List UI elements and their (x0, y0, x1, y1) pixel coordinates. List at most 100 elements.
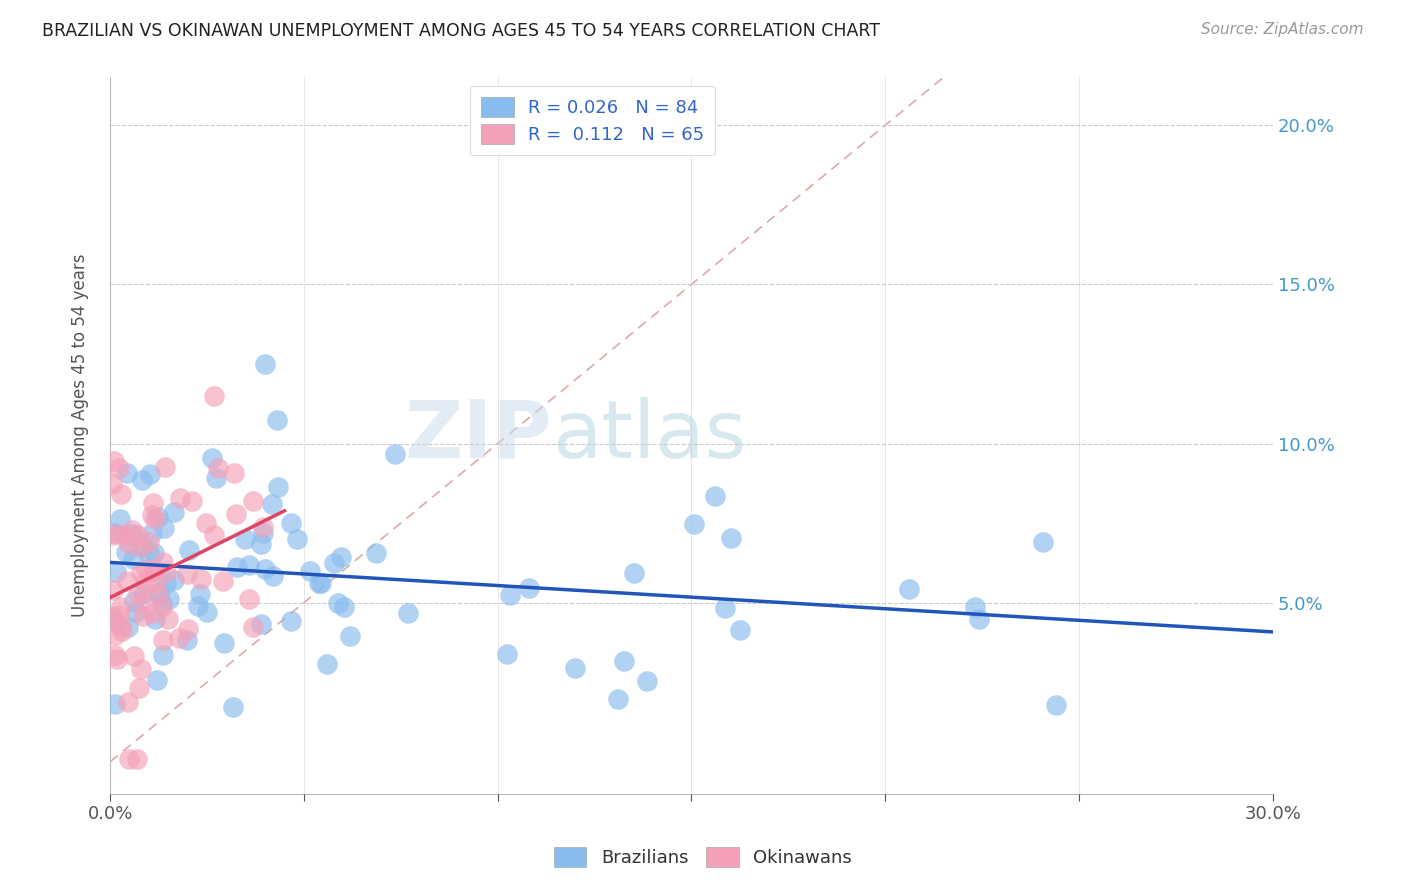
Point (212, 636, 235, 650)
Point (104, 698, 127, 712)
Point (152, 648, 174, 662)
Point (207, 461, 229, 475)
Point (266, 412, 288, 426)
Point (636, 673, 658, 688)
Point (250, 537, 273, 551)
Point (152, 555, 174, 569)
Point (682, 516, 704, 531)
Point (221, 699, 243, 714)
Point (143, 564, 166, 578)
Point (152, 633, 174, 648)
Point (179, 543, 201, 558)
Point (339, 629, 361, 643)
Point (150, 596, 173, 610)
Point (396, 606, 419, 620)
Point (134, 576, 156, 591)
Point (142, 563, 165, 577)
Point (132, 586, 155, 600)
Point (131, 566, 153, 581)
Point (188, 587, 211, 601)
Point (898, 582, 921, 597)
Point (118, 536, 141, 550)
Point (138, 534, 160, 549)
Point (238, 558, 260, 573)
Point (145, 575, 167, 590)
Point (141, 525, 163, 540)
Point (105, 652, 128, 666)
Point (163, 573, 186, 587)
Point (103, 525, 125, 540)
Point (254, 357, 277, 371)
Point (333, 600, 356, 615)
Point (110, 487, 132, 501)
Point (195, 605, 218, 619)
Point (190, 572, 212, 586)
Point (108, 461, 131, 475)
Point (153, 521, 176, 535)
Point (177, 622, 200, 636)
Point (623, 566, 645, 580)
Point (564, 661, 586, 675)
Point (104, 628, 127, 642)
Point (103, 454, 125, 468)
Point (117, 620, 139, 634)
Point (720, 531, 742, 545)
Point (132, 609, 155, 624)
Point (176, 632, 198, 647)
Point (260, 497, 283, 511)
Point (250, 616, 273, 631)
Point (135, 561, 157, 575)
Point (309, 575, 332, 590)
Point (125, 752, 148, 766)
Point (613, 654, 636, 668)
Point (104, 648, 127, 662)
Point (110, 599, 132, 614)
Point (1045, 698, 1067, 712)
Point (495, 647, 517, 661)
Point (201, 451, 224, 466)
Point (127, 527, 149, 541)
Point (131, 539, 153, 553)
Point (242, 494, 264, 508)
Point (108, 512, 131, 526)
Text: Source: ZipAtlas.com: Source: ZipAtlas.com (1201, 22, 1364, 37)
Point (138, 547, 160, 561)
Point (146, 587, 169, 601)
Point (607, 692, 630, 706)
Point (233, 532, 256, 546)
Point (252, 519, 274, 533)
Point (124, 648, 146, 663)
Point (280, 516, 302, 530)
Point (330, 550, 353, 565)
Point (101, 608, 124, 623)
Legend: R = 0.026   N = 84, R =  0.112   N = 65: R = 0.026 N = 84, R = 0.112 N = 65 (470, 87, 716, 155)
Point (115, 574, 138, 588)
Point (127, 587, 149, 601)
Text: BRAZILIAN VS OKINAWAN UNEMPLOYMENT AMONG AGES 45 TO 54 YEARS CORRELATION CHART: BRAZILIAN VS OKINAWAN UNEMPLOYMENT AMONG… (42, 22, 880, 40)
Point (714, 601, 737, 615)
Point (146, 673, 169, 688)
Point (148, 586, 170, 600)
Point (148, 509, 170, 524)
Point (110, 619, 132, 633)
Point (285, 533, 308, 547)
Point (169, 491, 191, 505)
Point (104, 566, 127, 580)
Point (163, 505, 186, 519)
Point (143, 612, 166, 626)
Point (323, 556, 346, 570)
Point (222, 466, 245, 480)
Y-axis label: Unemployment Among Ages 45 to 54 years: Unemployment Among Ages 45 to 54 years (72, 254, 89, 617)
Point (142, 606, 165, 620)
Point (157, 592, 180, 607)
Point (108, 608, 131, 623)
Point (121, 551, 143, 566)
Point (115, 466, 138, 480)
Point (115, 545, 138, 559)
Text: atlas: atlas (553, 397, 747, 475)
Point (139, 467, 162, 482)
Point (366, 546, 388, 560)
Point (142, 496, 165, 510)
Point (308, 575, 330, 590)
Point (238, 591, 260, 606)
